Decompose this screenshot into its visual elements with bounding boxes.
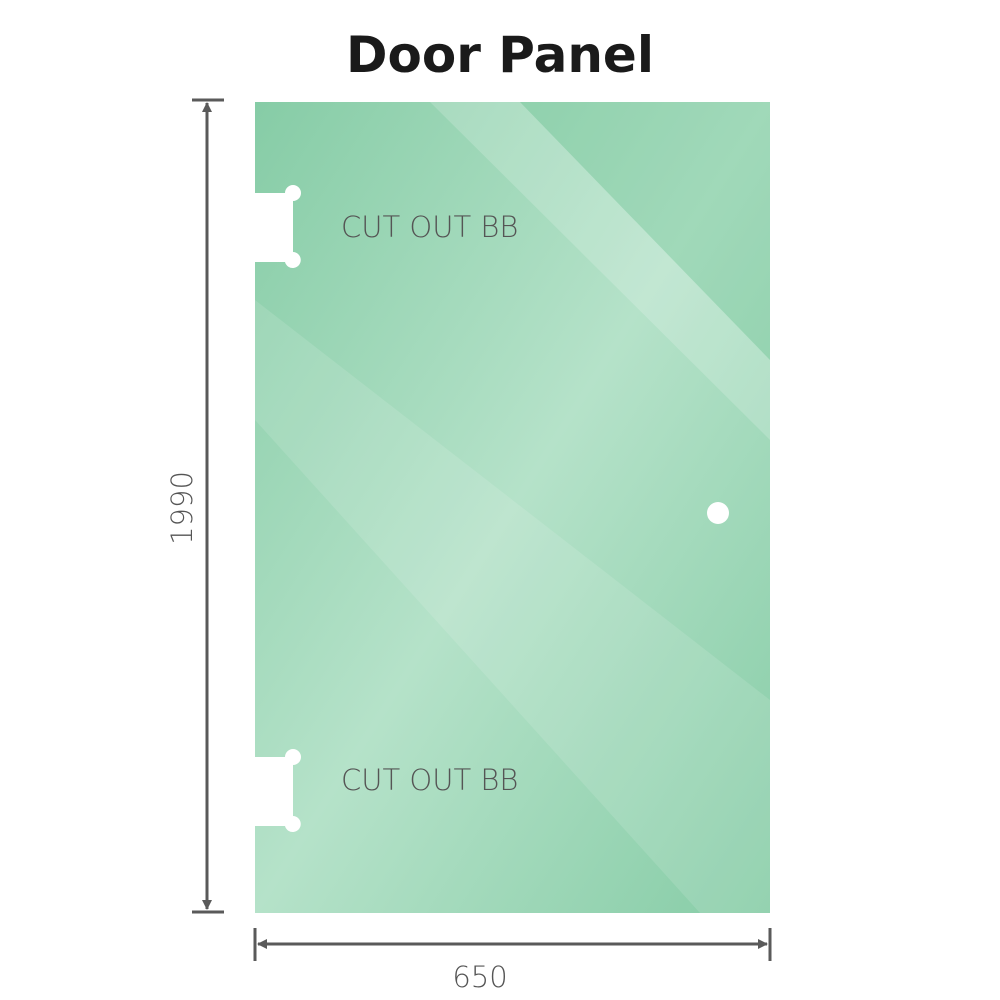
cutout-top — [255, 185, 301, 268]
height-dimension: 1990 — [165, 98, 224, 914]
glass-panel — [255, 102, 770, 913]
width-label: 650 — [452, 960, 507, 994]
cutout-label-bottom: CUT OUT BB — [341, 763, 518, 797]
diagram-title: Door Panel — [346, 26, 654, 84]
cutout-label-top: CUT OUT BB — [341, 210, 518, 244]
width-dimension: 650 — [253, 928, 772, 994]
handle-hole — [707, 502, 729, 524]
cutout-bottom — [255, 749, 301, 832]
height-label: 1990 — [165, 471, 199, 545]
